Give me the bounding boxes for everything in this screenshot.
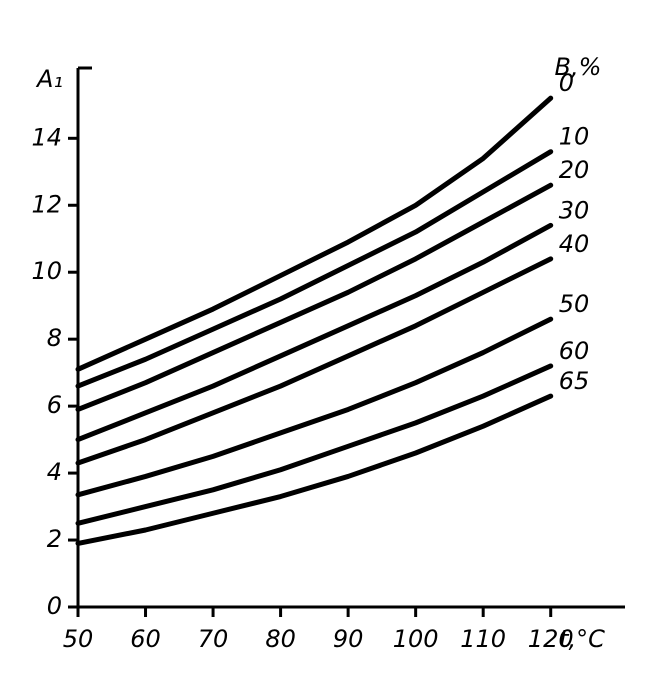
series-label: 30: [559, 196, 590, 224]
x-tick-label: 90: [333, 625, 364, 653]
x-tick-label: 110: [460, 625, 506, 653]
series-line: [75, 393, 554, 546]
x-tick-label: 50: [63, 625, 94, 653]
series-label: 65: [559, 367, 590, 395]
x-tick-label: 100: [393, 625, 439, 653]
y-tick-label: 14: [31, 123, 62, 151]
series-line: [75, 316, 554, 498]
series-line: [75, 95, 554, 372]
series-line: [75, 182, 554, 412]
y-tick-label: 2: [47, 525, 62, 553]
x-tick-label: 120: [528, 625, 574, 653]
x-tick-label: 60: [130, 625, 161, 653]
series-line: [75, 256, 554, 466]
series-line: [75, 222, 554, 443]
series-label: 0: [559, 69, 574, 97]
legend-title: B,%: [555, 53, 602, 81]
series-label: 50: [559, 290, 590, 318]
y-tick-label: 0: [47, 592, 62, 620]
x-axis-label: t,°C: [559, 625, 605, 653]
y-tick-label: 4: [47, 458, 62, 486]
series-label: 40: [559, 230, 590, 258]
y-tick-label: 8: [47, 324, 62, 352]
series-line: [75, 149, 554, 389]
series-line: [75, 363, 554, 526]
x-tick-label: 80: [265, 625, 296, 653]
y-tick-label: 12: [31, 190, 62, 218]
y-tick-label: 6: [47, 391, 62, 419]
y-tick-label: 10: [31, 257, 62, 285]
y-axis-label: A₁: [35, 65, 63, 93]
series-label: 10: [559, 123, 590, 151]
series-label: 20: [559, 156, 590, 184]
x-tick-label: 70: [198, 625, 229, 653]
series-label: 60: [559, 337, 590, 365]
